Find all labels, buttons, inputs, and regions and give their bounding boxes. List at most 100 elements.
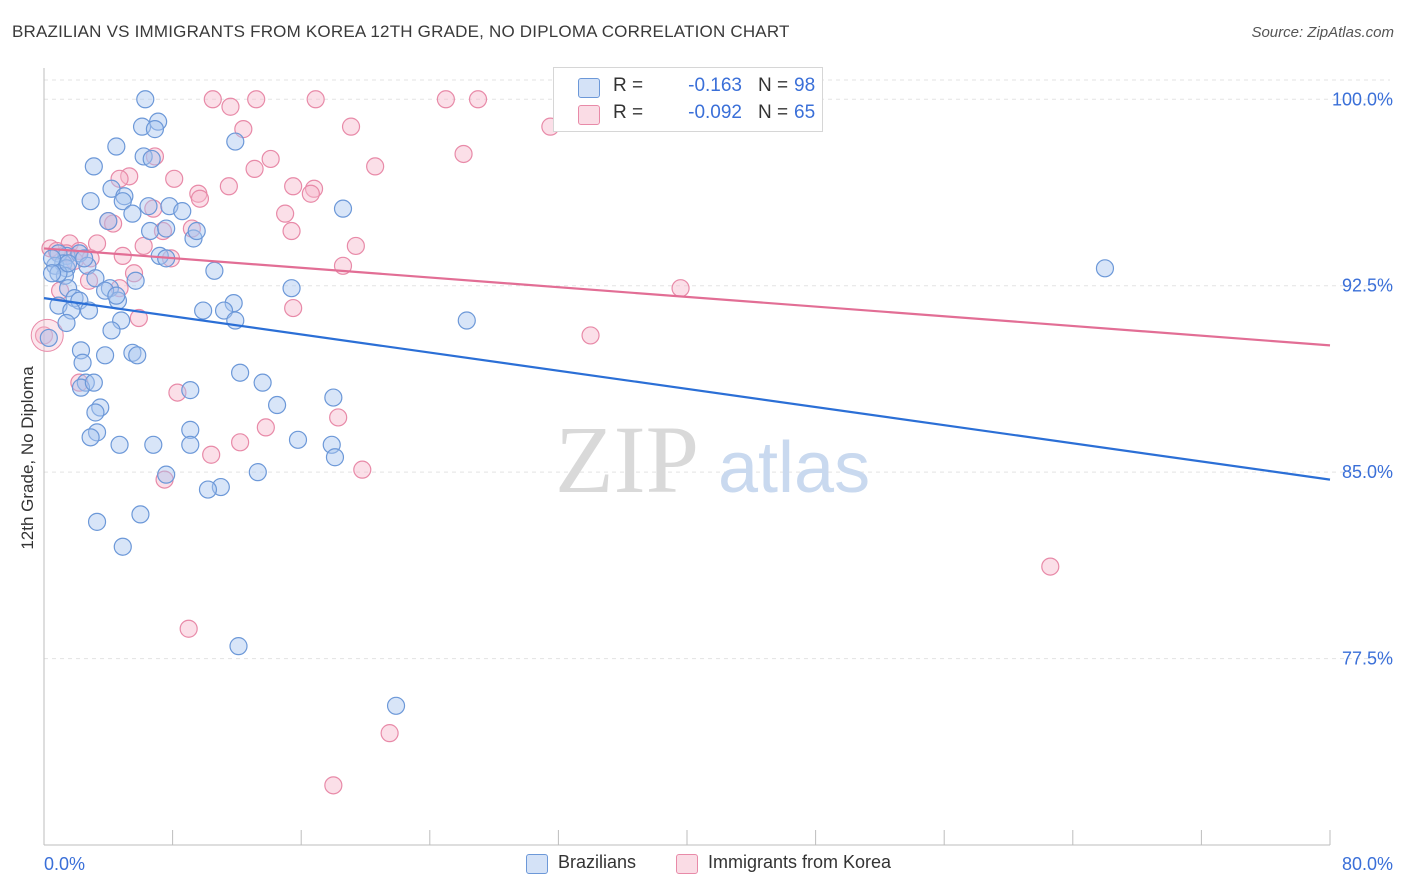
data-point: [75, 249, 94, 268]
data-point: [145, 120, 165, 139]
data-point: [95, 346, 115, 365]
data-point: [325, 448, 345, 467]
data-point: [84, 373, 103, 392]
data-point: [123, 343, 142, 362]
y-tick-label: 85.0%: [1342, 462, 1393, 482]
data-point: [248, 463, 267, 482]
data-point: [140, 221, 160, 241]
x-tick-label: 0.0%: [44, 854, 85, 874]
blue-swatch: [578, 78, 600, 98]
y-tick-label: 100.0%: [1332, 89, 1393, 109]
legend-label: Immigrants from Korea: [708, 852, 892, 872]
data-point: [226, 132, 245, 151]
data-point: [84, 157, 103, 176]
trend-lines: [43, 247, 1331, 481]
data-point: [95, 281, 115, 300]
data-point: [324, 388, 343, 407]
pink-swatch: [676, 854, 698, 874]
r-value: -0.163: [688, 75, 742, 96]
data-point: [247, 90, 266, 109]
data-point: [91, 398, 110, 417]
data-point: [59, 254, 78, 273]
data-point: [219, 177, 238, 196]
data-point: [104, 214, 123, 233]
data-point: [256, 418, 275, 437]
data-point: [284, 177, 303, 196]
data-point: [173, 202, 192, 221]
x-tick-labels: 0.0% 80.0%: [44, 854, 1393, 874]
trend-line-korea: [43, 247, 1331, 347]
data-point: [468, 90, 488, 109]
data-point: [123, 204, 142, 223]
data-point: [153, 221, 173, 241]
data-point: [386, 696, 406, 715]
y-tick-label: 92.5%: [1342, 276, 1393, 296]
data-point: [87, 512, 107, 531]
data-point: [181, 435, 200, 454]
blue-swatch: [526, 854, 548, 874]
data-point: [81, 428, 100, 447]
data-point: [73, 353, 92, 372]
data-point: [380, 724, 399, 743]
data-point: [1095, 259, 1115, 278]
data-point: [353, 460, 372, 479]
data-point: [142, 149, 161, 169]
data-point: [329, 408, 348, 427]
data-point: [231, 363, 250, 382]
data-point: [346, 236, 365, 256]
pink-swatch: [578, 105, 600, 125]
data-point: [39, 328, 58, 348]
data-point: [79, 301, 99, 320]
data-point: [131, 505, 150, 524]
data-point: [245, 159, 264, 178]
axes: [43, 68, 1331, 846]
chart-title: BRAZILIAN VS IMMIGRANTS FROM KOREA 12TH …: [12, 22, 790, 41]
data-point: [42, 264, 62, 283]
n-label: N =: [758, 75, 789, 96]
data-point: [112, 311, 131, 330]
data-point: [436, 90, 455, 109]
data-point: [126, 271, 145, 290]
watermark-atlas: atlas: [718, 428, 870, 508]
data-point: [202, 445, 221, 464]
data-point: [102, 321, 121, 340]
y-tick-label: 77.5%: [1342, 649, 1393, 669]
data-point: [203, 90, 222, 109]
data-point: [221, 97, 240, 116]
data-point: [454, 144, 473, 164]
data-point: [136, 90, 155, 109]
data-point: [86, 403, 105, 422]
data-point: [157, 465, 176, 484]
data-point: [144, 435, 163, 454]
data-point: [253, 373, 272, 392]
data-point: [181, 420, 200, 439]
data-point: [190, 189, 210, 208]
data-point: [304, 179, 324, 198]
data-point: [261, 149, 280, 169]
data-point: [34, 326, 54, 345]
data-point: [124, 264, 144, 283]
data-point: [366, 157, 385, 176]
data-point: [284, 298, 303, 318]
data-point: [86, 269, 105, 288]
data-point: [1041, 557, 1060, 576]
data-point: [113, 192, 132, 211]
watermark-zip: ZIP: [555, 406, 699, 513]
data-point: [49, 264, 68, 283]
y-tick-labels: 100.0% 92.5% 85.0% 77.5%: [1332, 89, 1393, 668]
legend-label: Brazilians: [558, 852, 637, 872]
series-brazilians-points: [39, 90, 1115, 715]
data-point: [301, 184, 320, 203]
data-point: [165, 169, 184, 188]
data-point: [282, 221, 301, 241]
r-label: R =: [613, 75, 644, 96]
stats-box: R = -0.163 N = 98 R = -0.092 N = 65: [553, 67, 823, 132]
r-value: -0.092: [688, 102, 742, 123]
n-value: 98: [794, 75, 816, 96]
data-point: [288, 430, 308, 449]
data-point: [276, 204, 295, 223]
data-point: [59, 279, 78, 298]
data-point: [107, 286, 126, 305]
x-tick-label: 80.0%: [1342, 854, 1393, 874]
